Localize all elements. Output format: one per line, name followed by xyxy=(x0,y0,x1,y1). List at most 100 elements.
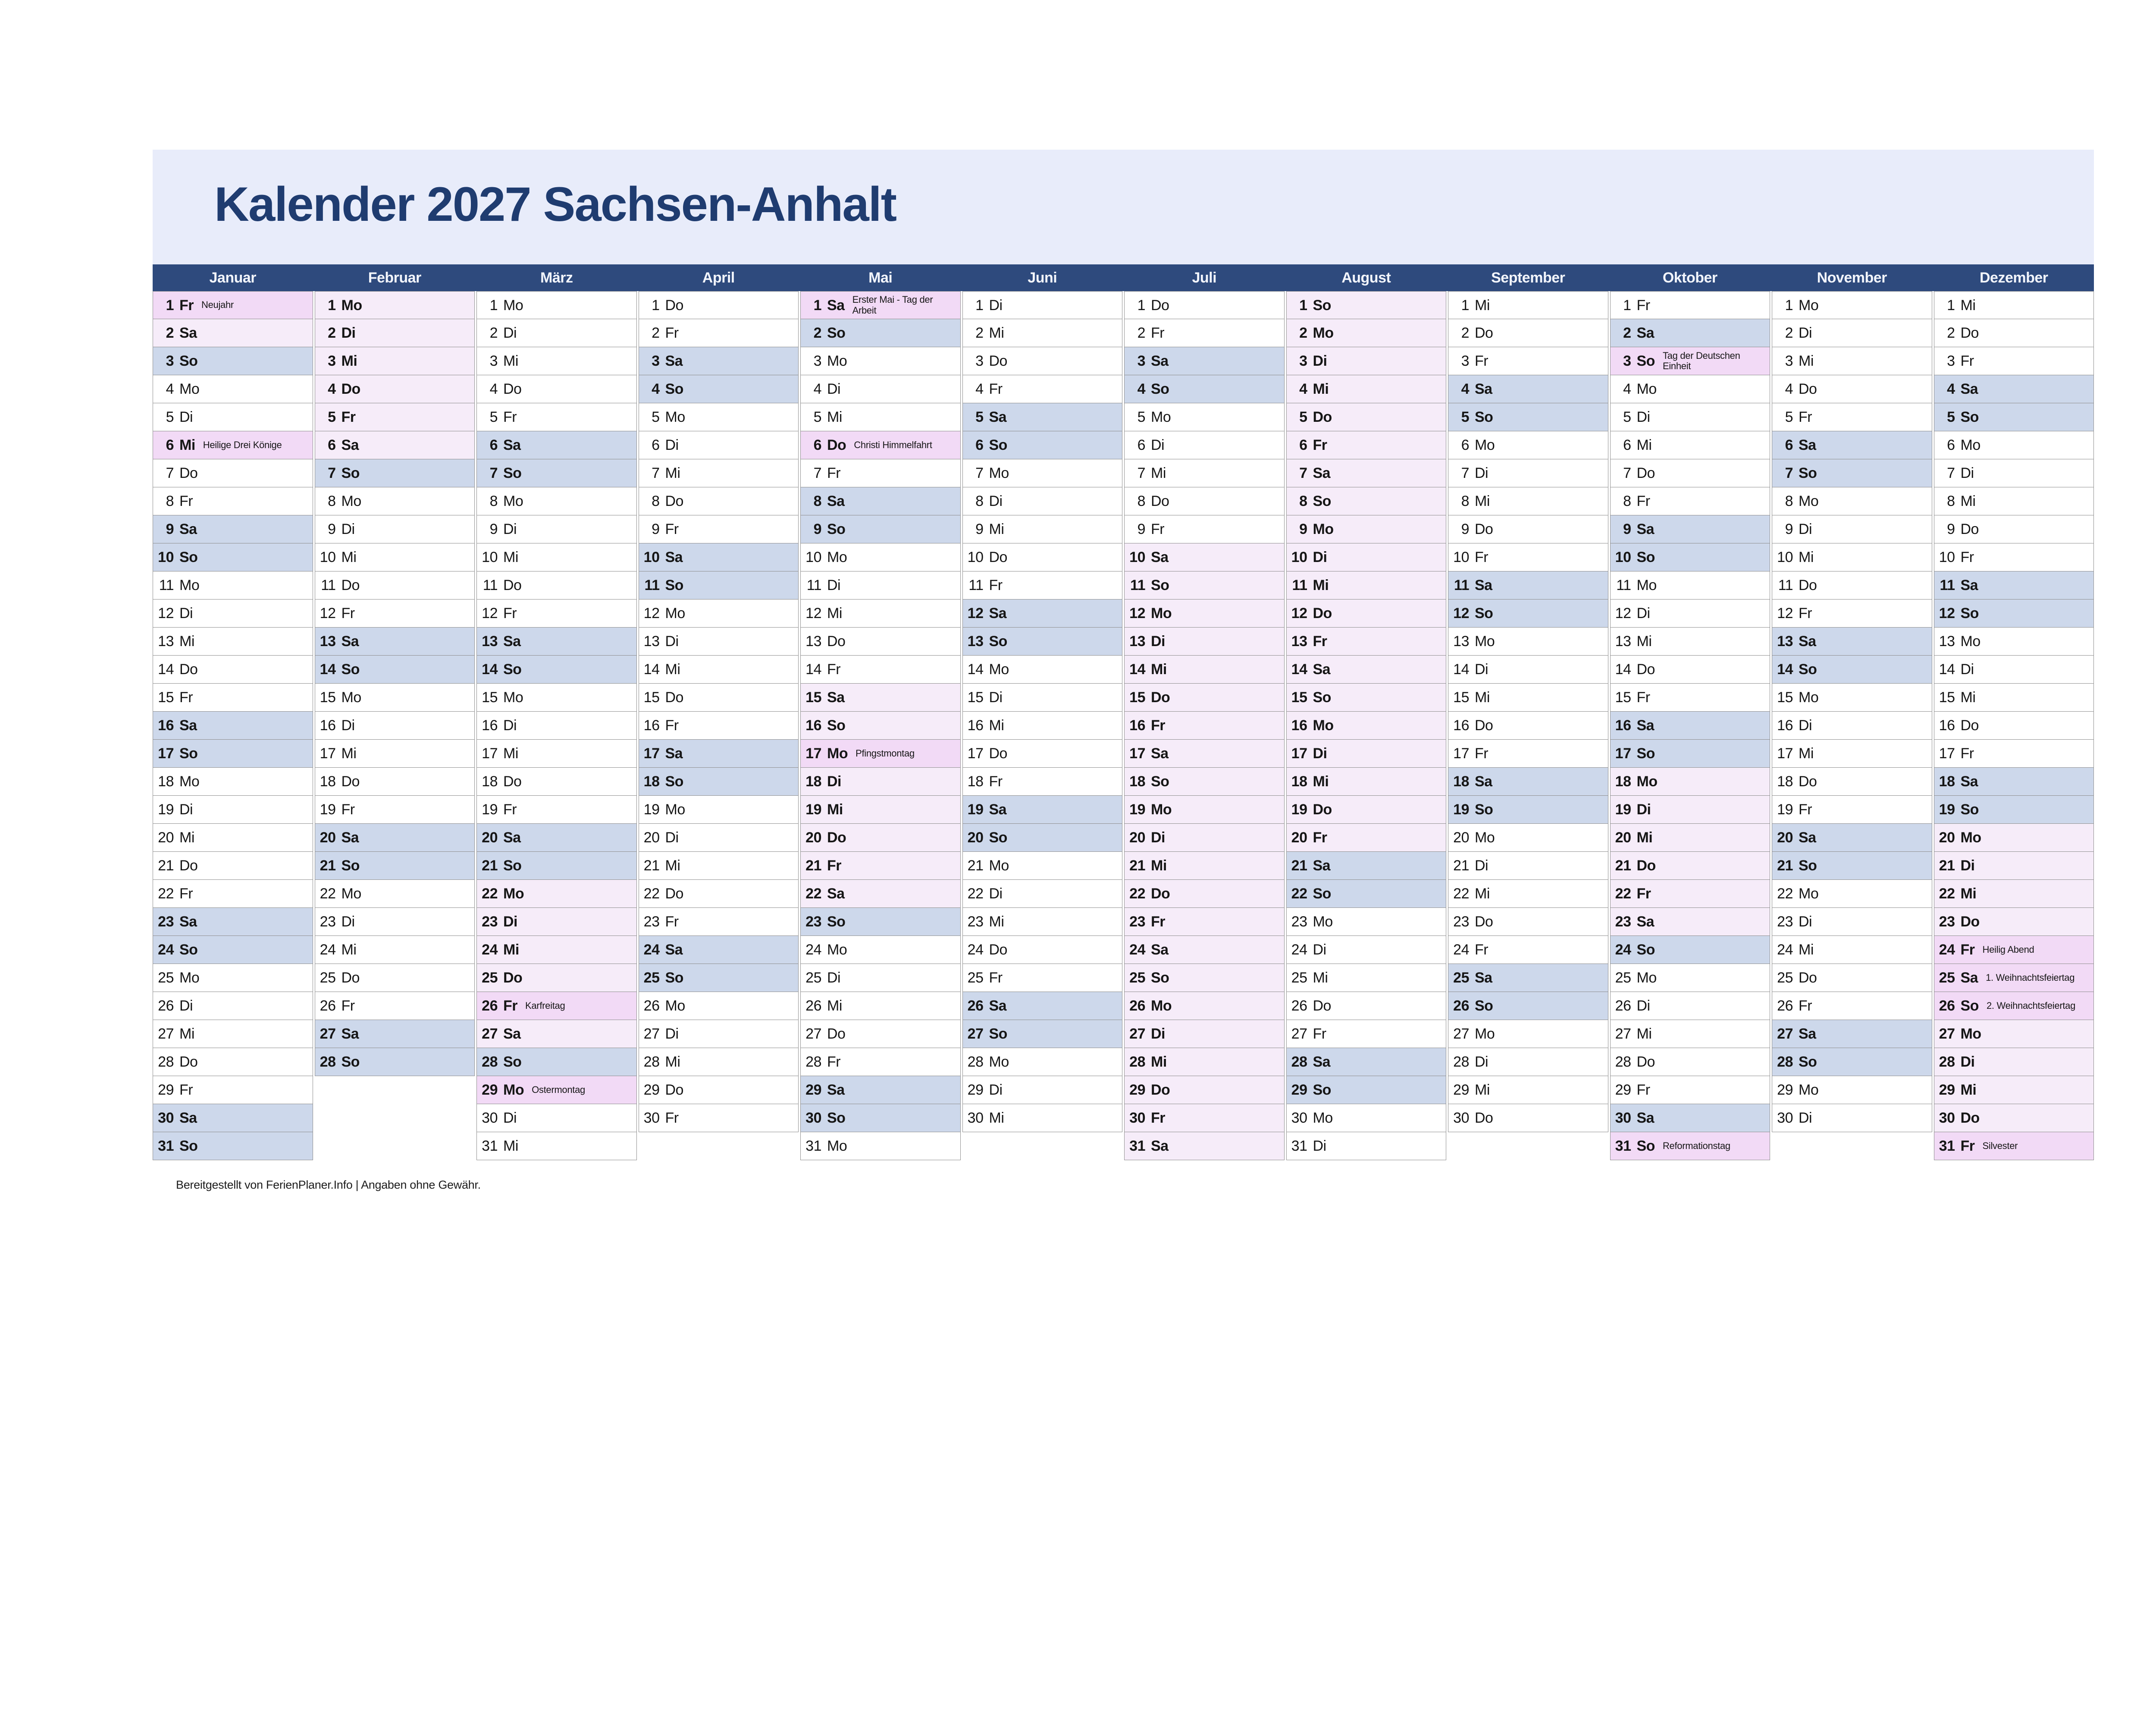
day-weekday: Fr xyxy=(827,661,841,678)
day-weekday: Mi xyxy=(1799,745,1814,762)
day-number: 11 xyxy=(806,577,822,593)
day-cell-november-4: 4 Do xyxy=(1772,375,1932,403)
day-number: 27 xyxy=(482,1026,498,1042)
day-weekday: Mo xyxy=(341,297,363,314)
day-weekday: Di xyxy=(1960,465,1974,481)
day-number: 13 xyxy=(643,633,660,650)
day-cell-september-23: 23 Do xyxy=(1448,908,1608,936)
day-weekday: So xyxy=(827,325,846,341)
day-cell-dezember-20: 20 Mo xyxy=(1934,824,2094,852)
day-weekday: Do xyxy=(341,773,360,790)
day-weekday: Sa xyxy=(179,325,197,341)
day-cell-november-14: 14 So xyxy=(1772,656,1932,684)
day-number: 16 xyxy=(967,717,984,734)
day-weekday: Sa xyxy=(827,689,845,706)
day-weekday: Do xyxy=(1151,1082,1170,1098)
day-cell-august-7: 7 Sa xyxy=(1286,459,1446,487)
day-weekday: Di xyxy=(341,521,355,537)
day-number: 17 xyxy=(1615,745,1631,762)
day-number: 5 xyxy=(975,409,984,425)
day-cell-mrz-6: 6 Sa xyxy=(476,431,637,459)
month-column-september: 1 Mi 2 Do 3 Fr 4 Sa 5 So 6 Mo 7 Di 8 Mi 9 Do 10 Fr 11 Sa 12 So 1… xyxy=(1448,291,1608,1160)
day-number: 12 xyxy=(482,605,498,622)
day-cell-april-28: 28 Mi xyxy=(638,1048,799,1076)
day-weekday: Di xyxy=(1475,857,1489,874)
day-weekday: Fr xyxy=(1313,829,1328,846)
day-weekday: Do xyxy=(1313,605,1332,622)
day-weekday: Fr xyxy=(1636,885,1651,902)
day-number: 10 xyxy=(967,549,984,565)
day-cell-oktober-16: 16 Sa xyxy=(1610,712,1770,740)
day-number: 13 xyxy=(1291,633,1307,650)
day-number: 9 xyxy=(975,521,984,537)
day-weekday: Mi xyxy=(1960,689,1976,706)
day-number: 16 xyxy=(1291,717,1307,734)
holiday-label: 2. Weihnachtsfeiertag xyxy=(1986,1000,2076,1011)
day-weekday: Do xyxy=(1313,409,1332,425)
day-weekday: So xyxy=(989,633,1008,650)
day-weekday: Mi xyxy=(1151,661,1167,678)
day-weekday: Mo xyxy=(989,661,1009,678)
day-cell-dezember-9: 9 Do xyxy=(1934,515,2094,543)
day-weekday: Di xyxy=(989,1082,1003,1098)
day-number: 4 xyxy=(1785,381,1793,397)
day-weekday: Fr xyxy=(1151,325,1165,341)
day-cell-oktober-9: 9 Sa xyxy=(1610,515,1770,543)
day-cell-august-3: 3 Di xyxy=(1286,347,1446,375)
day-number: 19 xyxy=(643,801,660,818)
day-cell-januar-29: 29 Fr xyxy=(153,1076,313,1104)
day-cell-juni-22: 22 Di xyxy=(962,880,1122,908)
day-weekday: Di xyxy=(1799,717,1812,734)
day-number: 31 xyxy=(1615,1138,1631,1154)
day-weekday: Di xyxy=(341,325,356,341)
day-weekday: Fr xyxy=(989,381,1003,397)
day-weekday: Di xyxy=(989,885,1003,902)
day-weekday: Sa xyxy=(827,1082,845,1098)
day-number: 3 xyxy=(1947,353,1955,369)
day-weekday: Di xyxy=(179,801,193,818)
day-cell-oktober-25: 25 Mo xyxy=(1610,964,1770,992)
day-cell-september-4: 4 Sa xyxy=(1448,375,1608,403)
day-weekday: Di xyxy=(1960,857,1975,874)
day-cell-august-6: 6 Fr xyxy=(1286,431,1446,459)
day-weekday: Sa xyxy=(989,998,1007,1014)
day-number: 22 xyxy=(1291,885,1307,902)
day-number: 4 xyxy=(813,381,822,397)
day-weekday: So xyxy=(989,437,1008,453)
day-cell-juli-28: 28 Mi xyxy=(1124,1048,1285,1076)
day-weekday: Di xyxy=(1799,914,1812,930)
day-cell-august-23: 23 Mo xyxy=(1286,908,1446,936)
day-number: 1 xyxy=(166,297,174,314)
day-number: 30 xyxy=(1291,1110,1307,1126)
day-cell-oktober-31: 31 So Reformationstag xyxy=(1610,1132,1770,1160)
day-weekday: Mi xyxy=(989,325,1004,341)
day-cell-februar-1: 1 Mo xyxy=(314,291,475,319)
day-number: 3 xyxy=(166,353,174,369)
day-number: 5 xyxy=(1299,409,1307,425)
day-number: 25 xyxy=(158,970,174,986)
day-weekday: Di xyxy=(665,437,679,453)
day-number: 25 xyxy=(1777,970,1793,986)
day-cell-april-7: 7 Mi xyxy=(638,459,799,487)
month-header-juni: Juni xyxy=(1028,269,1057,286)
day-cell-februar-11: 11 Do xyxy=(314,571,475,600)
day-cell-juli-30: 30 Fr xyxy=(1124,1104,1285,1132)
holiday-label: Neujahr xyxy=(201,299,234,311)
day-number: 5 xyxy=(1947,409,1955,425)
day-cell-februar-3: 3 Mi xyxy=(314,347,475,375)
day-weekday: Mo xyxy=(665,605,686,622)
day-number: 19 xyxy=(967,801,984,818)
day-weekday: Do xyxy=(989,353,1008,369)
day-number: 15 xyxy=(1453,689,1469,706)
day-cell-dezember-11: 11 Sa xyxy=(1934,571,2094,600)
day-number: 5 xyxy=(1137,409,1146,425)
day-weekday: Sa xyxy=(665,353,683,369)
day-number: 29 xyxy=(1291,1082,1307,1098)
day-number: 26 xyxy=(1615,998,1631,1014)
day-cell-dezember-5: 5 So xyxy=(1934,403,2094,431)
day-weekday: So xyxy=(1636,549,1655,565)
day-weekday: Mo xyxy=(827,1138,847,1154)
day-cell-dezember-10: 10 Fr xyxy=(1934,543,2094,571)
day-cell-mrz-22: 22 Mo xyxy=(476,880,637,908)
day-weekday: Sa xyxy=(179,914,197,930)
